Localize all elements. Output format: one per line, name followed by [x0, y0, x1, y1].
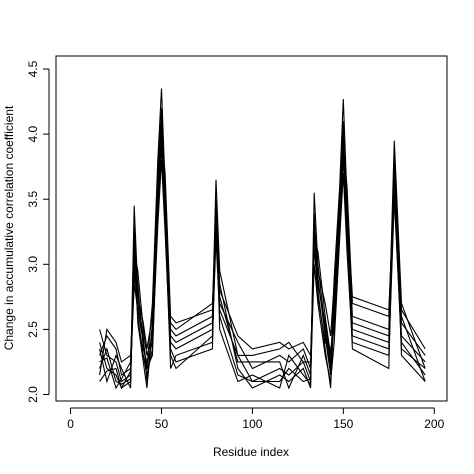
series-line-5: [99, 140, 426, 376]
y-tick-label: 4.5: [26, 60, 40, 77]
series-line-8: [99, 147, 426, 390]
y-axis-title: Change in accumulative correlation coeff…: [2, 105, 16, 350]
x-tick-label: 150: [333, 417, 353, 431]
x-axis: 0 50 100 150 200: [67, 407, 445, 431]
y-axis: 2.0 2.5 3.0 3.5 4.0 4.5: [26, 60, 50, 403]
x-tick-label: 200: [424, 417, 444, 431]
x-tick-label: 0: [67, 417, 74, 431]
series-group: [99, 88, 426, 390]
y-tick-label: 2.5: [26, 321, 40, 338]
x-tick-label: 100: [242, 417, 262, 431]
x-axis-title: Residue index: [213, 445, 289, 459]
y-tick-label: 2.0: [26, 386, 40, 403]
plot-area-border: [55, 55, 448, 402]
y-tick-label: 3.0: [26, 256, 40, 273]
y-tick-label: 4.0: [26, 125, 40, 142]
y-tick-label: 3.5: [26, 191, 40, 208]
x-tick-label: 50: [155, 417, 169, 431]
series-line-6: [99, 108, 426, 389]
series-line-7: [99, 127, 426, 390]
